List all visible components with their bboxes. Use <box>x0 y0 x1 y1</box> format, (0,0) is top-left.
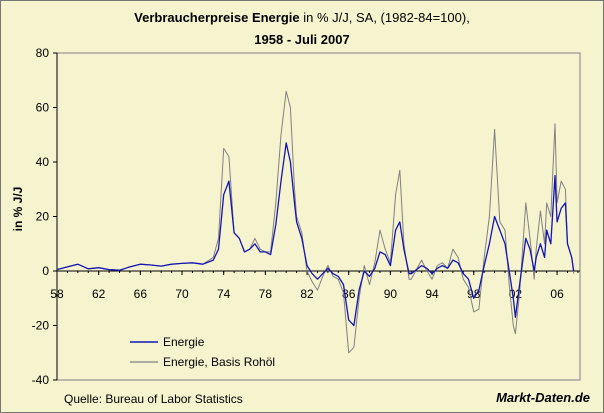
y-tick-label: 60 <box>36 101 50 115</box>
series-layer <box>56 90 575 354</box>
legend-label: Energie, Basis Rohöl <box>163 355 275 369</box>
y-tick-label: -40 <box>32 373 50 387</box>
y-tick-label: 40 <box>36 155 50 169</box>
legend: Energie Energie, Basis Rohöl <box>130 335 275 369</box>
chart-title-line1: Verbraucherpreise Energie in % J/J, SA, … <box>0 10 604 25</box>
x-tick-label: 82 <box>300 287 314 301</box>
x-tick-label: 90 <box>384 287 398 301</box>
y-tick-label: -20 <box>32 319 50 333</box>
x-tick-label: 70 <box>175 287 189 301</box>
x-tick-label: 78 <box>259 287 273 301</box>
x-tick-label: 06 <box>550 287 564 301</box>
x-tick-label: 74 <box>217 287 231 301</box>
source-note: Quelle: Bureau of Labor Statistics <box>64 392 243 406</box>
x-tick-label: 58 <box>50 287 64 301</box>
y-tick-label: 80 <box>36 46 50 60</box>
legend-label: Energie <box>163 335 205 349</box>
chart-title-line2: 1958 - Juli 2007 <box>254 32 350 47</box>
y-tick-label: 0 <box>42 264 49 278</box>
x-tick-label: 62 <box>92 287 106 301</box>
x-tick-label: 66 <box>134 287 148 301</box>
series-rohoel-line <box>56 90 575 354</box>
x-tick-label: 94 <box>425 287 439 301</box>
chart-title-rest: in % J/J, SA, (1982-84=100), <box>299 10 470 25</box>
series-energie-line <box>56 142 575 327</box>
plot-area-border <box>56 52 581 381</box>
chart-title-bold: Verbraucherpreise Energie <box>134 10 300 25</box>
brand-label: Markt-Daten.de <box>496 390 590 405</box>
y-tick-label: 20 <box>36 210 50 224</box>
